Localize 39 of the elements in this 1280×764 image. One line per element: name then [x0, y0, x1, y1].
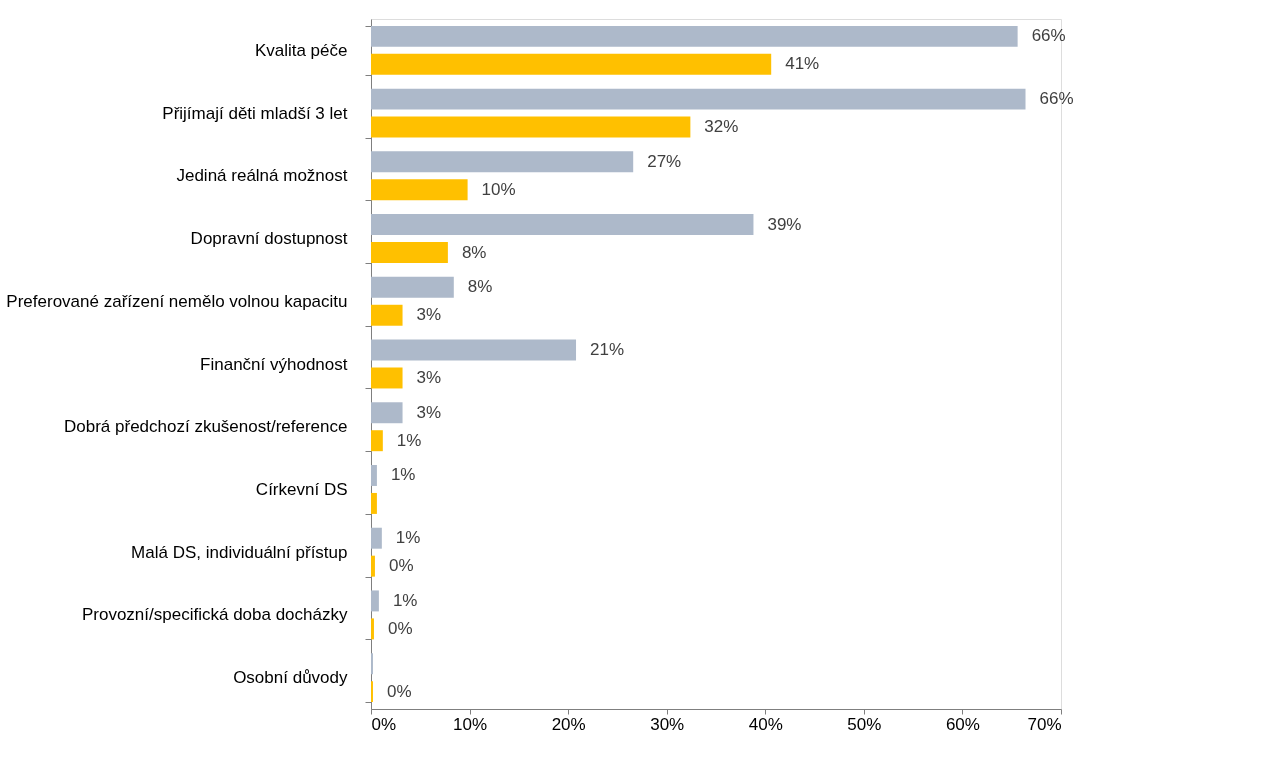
- data-label: 3%: [416, 305, 442, 325]
- data-label: 1%: [392, 590, 418, 610]
- x-tick-label: 40%: [748, 714, 783, 734]
- data-label: 27%: [647, 151, 682, 171]
- y-tick-label: Dobrá předchozí zkušenost/reference: [64, 417, 348, 437]
- data-label: 8%: [467, 277, 493, 297]
- data-label: 66%: [1039, 89, 1074, 109]
- data-label: 21%: [590, 340, 625, 360]
- y-tick-label: Jediná reálná možnost: [176, 166, 348, 186]
- data-label: 39%: [767, 214, 802, 234]
- y-tick-label: Provozní/specifická doba docházky: [81, 605, 348, 625]
- y-tick-label: Kvalita péče: [254, 40, 348, 60]
- y-tick-label: Přijímají děti mladší 3 let: [162, 103, 348, 123]
- y-tick-label: Církevní DS: [255, 479, 348, 499]
- y-tick-label: Finanční výhodnost: [200, 354, 348, 374]
- y-tick-label: Osobní důvody: [233, 668, 348, 688]
- data-label: 1%: [390, 465, 416, 485]
- data-label: 3%: [416, 367, 442, 387]
- data-label: 0%: [387, 618, 413, 638]
- x-tick-label: 30%: [650, 714, 685, 734]
- x-tick-label: 60%: [945, 714, 980, 734]
- y-tick-label: Dopravní dostupnost: [190, 229, 348, 249]
- data-label: 1%: [396, 430, 422, 450]
- y-tick-label: Preferované zařízení nemělo volnou kapacitu: [6, 291, 348, 311]
- data-label: 0%: [388, 556, 414, 576]
- x-tick-label: 20%: [551, 714, 586, 734]
- data-label: 3%: [416, 402, 442, 422]
- x-tick-label: 50%: [847, 714, 882, 734]
- data-label: 0%: [386, 681, 412, 701]
- x-tick-label: 10%: [453, 714, 488, 734]
- data-label: 1%: [395, 528, 421, 548]
- x-tick-label: 0%: [371, 714, 397, 734]
- y-tick-label: Malá DS, individuální přístup: [131, 542, 348, 562]
- data-label: 8%: [461, 242, 487, 262]
- data-label: 32%: [704, 117, 739, 137]
- x-tick-label: 70%: [1027, 714, 1062, 734]
- data-label: 41%: [785, 54, 820, 74]
- data-label: 66%: [1031, 26, 1066, 46]
- data-label: 10%: [481, 179, 516, 199]
